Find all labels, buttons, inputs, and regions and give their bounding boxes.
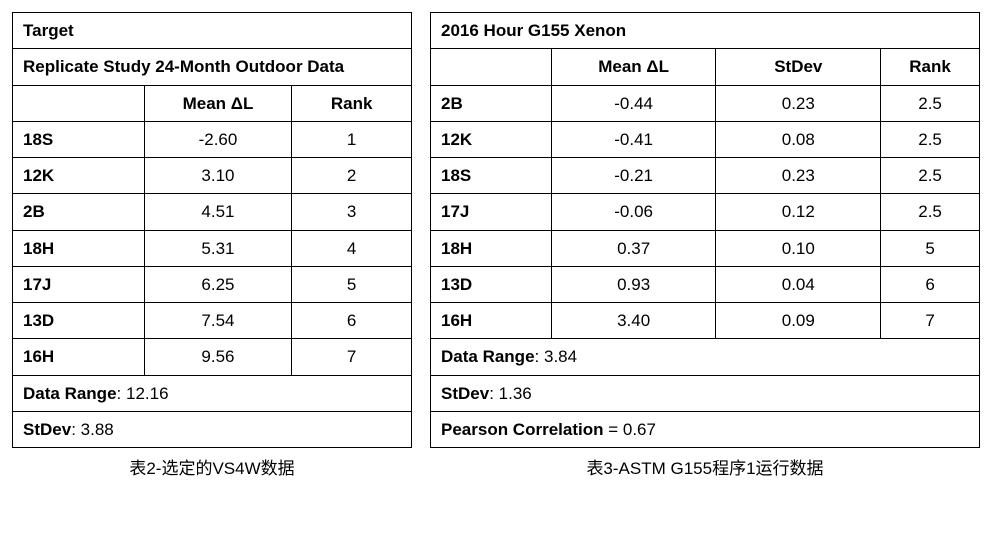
table-row: 18H0.370.105 [431, 230, 980, 266]
row-label: 16H [431, 303, 552, 339]
row-label: 2B [13, 194, 145, 230]
row-stdev: 0.08 [716, 121, 881, 157]
left-col-0 [13, 85, 145, 121]
row-rank: 2.5 [881, 194, 980, 230]
right-col-3: Rank [881, 49, 980, 85]
right-table: 2016 Hour G155 Xenon Mean ΔL StDev Rank … [430, 12, 980, 448]
summary-value: 1.36 [499, 384, 532, 403]
table-row: 2B-0.440.232.5 [431, 85, 980, 121]
row-mean: 0.93 [551, 266, 716, 302]
row-rank: 3 [292, 194, 412, 230]
right-pearson: Pearson Correlation = 0.67 [431, 411, 980, 447]
table-row: 2B4.513 [13, 194, 412, 230]
left-summary-row: Data Range: 12.16 [13, 375, 412, 411]
table-row: 18H5.314 [13, 230, 412, 266]
row-mean: 3.40 [551, 303, 716, 339]
row-rank: 4 [292, 230, 412, 266]
row-mean: 7.54 [144, 303, 292, 339]
left-panel: Target Replicate Study 24-Month Outdoor … [12, 12, 412, 479]
pearson-label: Pearson Correlation [441, 420, 604, 439]
row-rank: 6 [292, 303, 412, 339]
row-rank: 5 [292, 266, 412, 302]
table-row: 12K-0.410.082.5 [431, 121, 980, 157]
row-label: 16H [13, 339, 145, 375]
right-summary-row: Data Range: 3.84 [431, 339, 980, 375]
row-stdev: 0.12 [716, 194, 881, 230]
right-col-2: StDev [716, 49, 881, 85]
table-row: 13D0.930.046 [431, 266, 980, 302]
row-label: 12K [431, 121, 552, 157]
row-label: 17J [431, 194, 552, 230]
row-rank: 5 [881, 230, 980, 266]
row-mean: 0.37 [551, 230, 716, 266]
row-stdev: 0.23 [716, 85, 881, 121]
table-row: 18S-2.601 [13, 121, 412, 157]
table-row: 12K3.102 [13, 158, 412, 194]
left-summary-row: StDev: 3.88 [13, 411, 412, 447]
row-mean: 3.10 [144, 158, 292, 194]
row-rank: 2.5 [881, 85, 980, 121]
row-label: 17J [13, 266, 145, 302]
summary-label: StDev [441, 384, 489, 403]
summary-value: 3.88 [81, 420, 114, 439]
left-subtitle: Replicate Study 24-Month Outdoor Data [13, 49, 412, 85]
row-label: 18S [13, 121, 145, 157]
pearson-sep: = [604, 420, 623, 439]
summary-label: Data Range [441, 347, 535, 366]
table-row: 18S-0.210.232.5 [431, 158, 980, 194]
left-title: Target [13, 13, 412, 49]
row-stdev: 0.23 [716, 158, 881, 194]
row-label: 12K [13, 158, 145, 194]
tables-wrapper: Target Replicate Study 24-Month Outdoor … [12, 12, 988, 479]
row-stdev: 0.09 [716, 303, 881, 339]
summary-label: Data Range [23, 384, 117, 403]
right-caption: 表3-ASTM G155程序1运行数据 [430, 448, 980, 479]
pearson-value: 0.67 [623, 420, 656, 439]
row-mean: -0.21 [551, 158, 716, 194]
row-mean: -0.06 [551, 194, 716, 230]
row-rank: 1 [292, 121, 412, 157]
row-label: 18H [431, 230, 552, 266]
table-row: 17J6.255 [13, 266, 412, 302]
row-mean: -0.44 [551, 85, 716, 121]
left-caption: 表2-选定的VS4W数据 [12, 448, 412, 479]
row-label: 13D [13, 303, 145, 339]
row-mean: 9.56 [144, 339, 292, 375]
left-col-2: Rank [292, 85, 412, 121]
right-summary-row: StDev: 1.36 [431, 375, 980, 411]
right-col-1: Mean ΔL [551, 49, 716, 85]
row-rank: 7 [881, 303, 980, 339]
table-row: 17J-0.060.122.5 [431, 194, 980, 230]
left-table: Target Replicate Study 24-Month Outdoor … [12, 12, 412, 448]
right-col-0 [431, 49, 552, 85]
left-col-1: Mean ΔL [144, 85, 292, 121]
summary-label: StDev [23, 420, 71, 439]
row-mean: -2.60 [144, 121, 292, 157]
row-mean: 4.51 [144, 194, 292, 230]
row-label: 13D [431, 266, 552, 302]
row-mean: -0.41 [551, 121, 716, 157]
row-stdev: 0.10 [716, 230, 881, 266]
row-mean: 6.25 [144, 266, 292, 302]
right-panel: 2016 Hour G155 Xenon Mean ΔL StDev Rank … [430, 12, 980, 479]
row-label: 18S [431, 158, 552, 194]
row-rank: 6 [881, 266, 980, 302]
row-rank: 2 [292, 158, 412, 194]
row-rank: 2.5 [881, 158, 980, 194]
right-title: 2016 Hour G155 Xenon [431, 13, 980, 49]
summary-value: 12.16 [126, 384, 169, 403]
row-rank: 2.5 [881, 121, 980, 157]
row-stdev: 0.04 [716, 266, 881, 302]
table-row: 13D7.546 [13, 303, 412, 339]
table-row: 16H9.567 [13, 339, 412, 375]
row-rank: 7 [292, 339, 412, 375]
table-row: 16H3.400.097 [431, 303, 980, 339]
row-mean: 5.31 [144, 230, 292, 266]
row-label: 18H [13, 230, 145, 266]
row-label: 2B [431, 85, 552, 121]
summary-value: 3.84 [544, 347, 577, 366]
